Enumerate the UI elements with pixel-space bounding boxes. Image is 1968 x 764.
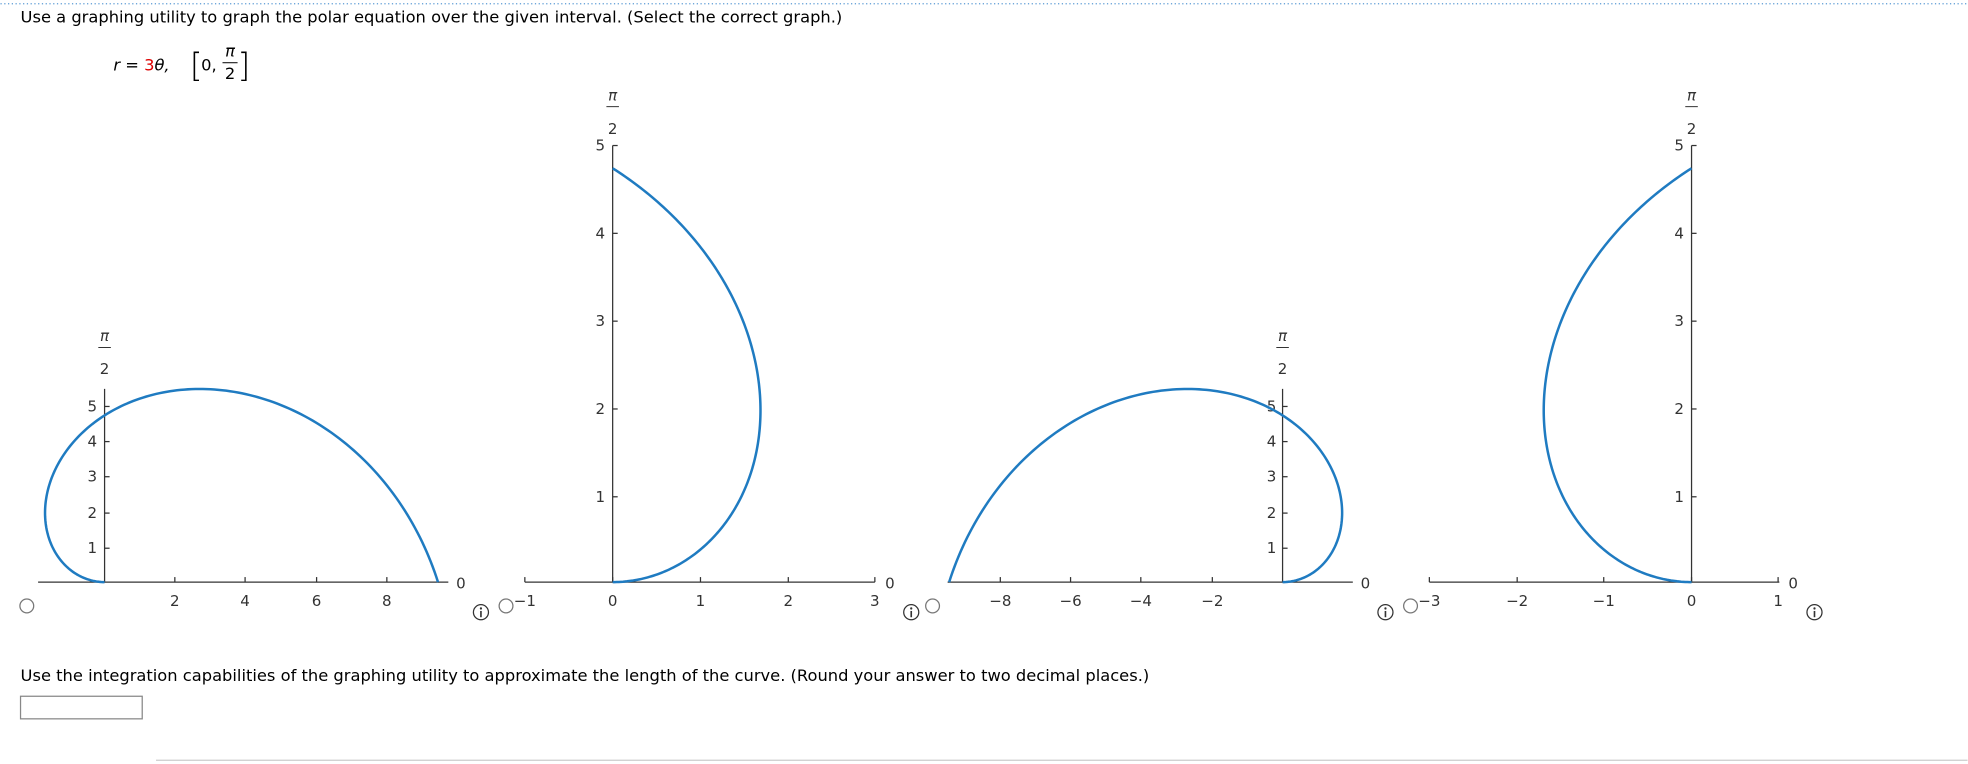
- info-dot: [479, 607, 483, 610]
- x-tick-label: 0: [1687, 592, 1697, 610]
- x-tick-label: −2: [1506, 592, 1528, 610]
- x-tick-label: 0: [608, 592, 618, 610]
- x-tick-label: 1: [1773, 592, 1783, 610]
- y-tick-label: 4: [1674, 224, 1684, 242]
- y-tick-label: 5: [1674, 137, 1684, 155]
- y-tick-label: 5: [1267, 397, 1277, 415]
- x-tick-label: 3: [870, 592, 880, 610]
- radio[interactable]: [19, 598, 35, 614]
- radio[interactable]: [925, 598, 941, 614]
- zero-label: 0: [885, 574, 895, 592]
- angle-num: π: [608, 86, 618, 104]
- y-tick-label: 2: [1674, 400, 1684, 418]
- y-tick-label: 3: [1674, 312, 1684, 330]
- y-tick-label: 1: [87, 539, 97, 557]
- equation: r = 3θ,: [113, 55, 169, 74]
- eq-coef: 3: [144, 55, 154, 74]
- x-tick-label: −3: [1418, 592, 1440, 610]
- zero-label: 0: [1788, 574, 1798, 592]
- y-tick-label: 3: [596, 312, 606, 330]
- x-tick-label: −8: [989, 592, 1011, 610]
- y-tick-label: 4: [1267, 433, 1277, 451]
- y-tick-label: 4: [87, 433, 97, 451]
- info-dot: [1384, 607, 1387, 610]
- x-tick-label: 2: [170, 592, 180, 610]
- followup: Use the integration capabilities of the …: [21, 666, 1150, 685]
- curve: [947, 387, 1344, 584]
- x-tick-label: −1: [514, 592, 536, 610]
- y-tick-label: 3: [87, 468, 97, 486]
- angle-den: 2: [100, 360, 110, 378]
- y-tick-label: 5: [596, 137, 606, 155]
- y-tick-label: 3: [1267, 468, 1277, 486]
- curve: [611, 167, 762, 584]
- eq-equals: =: [120, 55, 144, 74]
- interval-num: π: [225, 41, 236, 60]
- zero-label: 0: [1361, 574, 1371, 592]
- curve: [1542, 167, 1693, 584]
- bracket: [: [190, 47, 203, 85]
- angle-den: 2: [1278, 360, 1288, 378]
- bracket: ]: [238, 47, 251, 85]
- x-tick-label: 4: [240, 592, 250, 610]
- y-tick-label: 2: [596, 400, 606, 418]
- x-tick-label: −1: [1593, 592, 1615, 610]
- x-tick-label: 8: [382, 592, 392, 610]
- info-dot: [910, 607, 913, 610]
- zero-label: 0: [456, 574, 466, 592]
- y-tick-label: 5: [87, 397, 97, 415]
- x-tick-label: −2: [1201, 592, 1223, 610]
- y-tick-label: 2: [1267, 504, 1277, 522]
- y-tick-label: 1: [1267, 539, 1277, 557]
- y-tick-label: 4: [596, 224, 606, 242]
- x-tick-label: 1: [696, 592, 706, 610]
- angle-num: π: [1687, 86, 1697, 104]
- angle-num: π: [1278, 327, 1288, 345]
- answer-input[interactable]: [19, 695, 143, 720]
- y-tick-label: 2: [87, 504, 97, 522]
- eq-var: θ,: [154, 55, 169, 74]
- x-tick-label: 6: [312, 592, 322, 610]
- y-tick-label: 1: [1674, 488, 1684, 506]
- radio[interactable]: [1403, 598, 1419, 614]
- angle-den: 2: [1687, 120, 1697, 138]
- x-tick-label: −6: [1059, 592, 1081, 610]
- x-tick-label: 2: [784, 592, 794, 610]
- x-tick-label: −4: [1130, 592, 1152, 610]
- interval-den: 2: [225, 64, 235, 83]
- eq-lhs: r: [113, 55, 121, 74]
- angle-num: π: [100, 327, 110, 345]
- curve: [43, 387, 440, 584]
- radio[interactable]: [498, 598, 514, 614]
- y-tick-label: 1: [596, 488, 606, 506]
- angle-den: 2: [608, 120, 618, 138]
- info-dot: [1813, 607, 1816, 610]
- interval-start: 0,: [201, 55, 217, 74]
- question: Use a graphing utility to graph the pola…: [21, 8, 843, 27]
